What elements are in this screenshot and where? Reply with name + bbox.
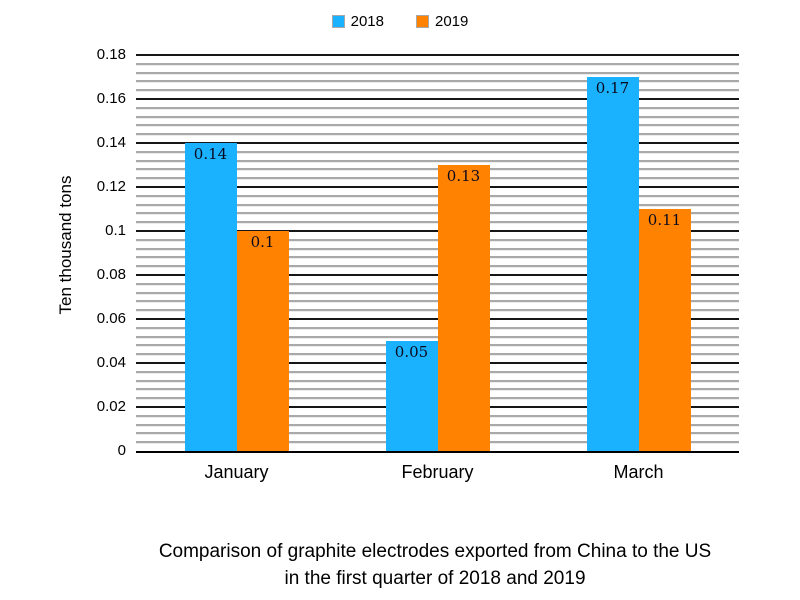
caption-line-2: in the first quarter of 2018 and 2019 [284, 568, 586, 589]
gridline-major [136, 142, 739, 144]
legend: 2018 2019 [0, 13, 800, 30]
y-tick-label-0.02: 0.02 [96, 398, 126, 415]
x-axis-label-march: March [613, 462, 664, 482]
gridline-major [136, 54, 739, 56]
bar-value-label: 0.05 [394, 343, 429, 361]
gridline-minor [136, 133, 739, 136]
gridline-minor [136, 124, 739, 127]
gridline-minor [136, 71, 739, 74]
y-tick-label-0: 0 [117, 442, 126, 459]
y-tick-label-0.06: 0.06 [96, 310, 126, 327]
y-tick-label-0.08: 0.08 [96, 266, 126, 283]
gridline-minor [136, 62, 739, 65]
gridline-minor [136, 80, 739, 83]
y-tick-label-0.1: 0.1 [105, 222, 126, 239]
bar-value-label: 0.1 [250, 233, 275, 251]
gridline-minor [136, 150, 739, 153]
gridline-major [136, 98, 739, 100]
x-axis-label-february: February [401, 462, 474, 482]
bar-2018-january: 0.14 [184, 143, 237, 451]
legend-item-2018: 2018 [331, 13, 384, 30]
y-tick-label-0.14: 0.14 [96, 134, 126, 151]
bar-value-label: 0.14 [193, 145, 228, 163]
legend-label: 2018 [350, 13, 384, 30]
bar-value-label: 0.17 [595, 79, 630, 97]
legend-swatch-2018 [331, 15, 345, 28]
y-axis-title: Ten thousand tons [56, 175, 75, 315]
gridline-minor [136, 115, 739, 118]
y-tick-label-0.16: 0.16 [96, 90, 126, 107]
bar-2019-february: 0.13 [437, 165, 490, 451]
legend-label: 2019 [435, 13, 469, 30]
legend-swatch-2019 [416, 15, 429, 28]
gridline-minor [136, 89, 739, 92]
caption-line-1: Comparison of graphite electrodes export… [158, 541, 712, 562]
bar-value-label: 0.13 [446, 167, 481, 185]
bar-2019-january: 0.1 [236, 231, 289, 451]
bar-2018-march: 0.17 [586, 77, 639, 451]
bar-2019-march: 0.11 [638, 209, 691, 451]
y-tick-label-0.12: 0.12 [96, 178, 126, 195]
legend-item-2019: 2019 [416, 13, 468, 30]
x-axis-label-january: January [204, 462, 269, 482]
bar-value-label: 0.11 [647, 211, 682, 229]
y-tick-label-0.18: 0.18 [96, 46, 126, 63]
plot-area: 0.14 0.1 0.05 0.13 0.17 0.11 [136, 54, 739, 453]
x-axis-line [136, 451, 739, 453]
bar-2018-february: 0.05 [385, 341, 438, 451]
y-tick-label-0.04: 0.04 [96, 354, 126, 371]
gridline-minor [136, 159, 739, 162]
chart-caption: Comparison of graphite electrodes export… [70, 538, 800, 592]
gridline-minor [136, 106, 739, 109]
